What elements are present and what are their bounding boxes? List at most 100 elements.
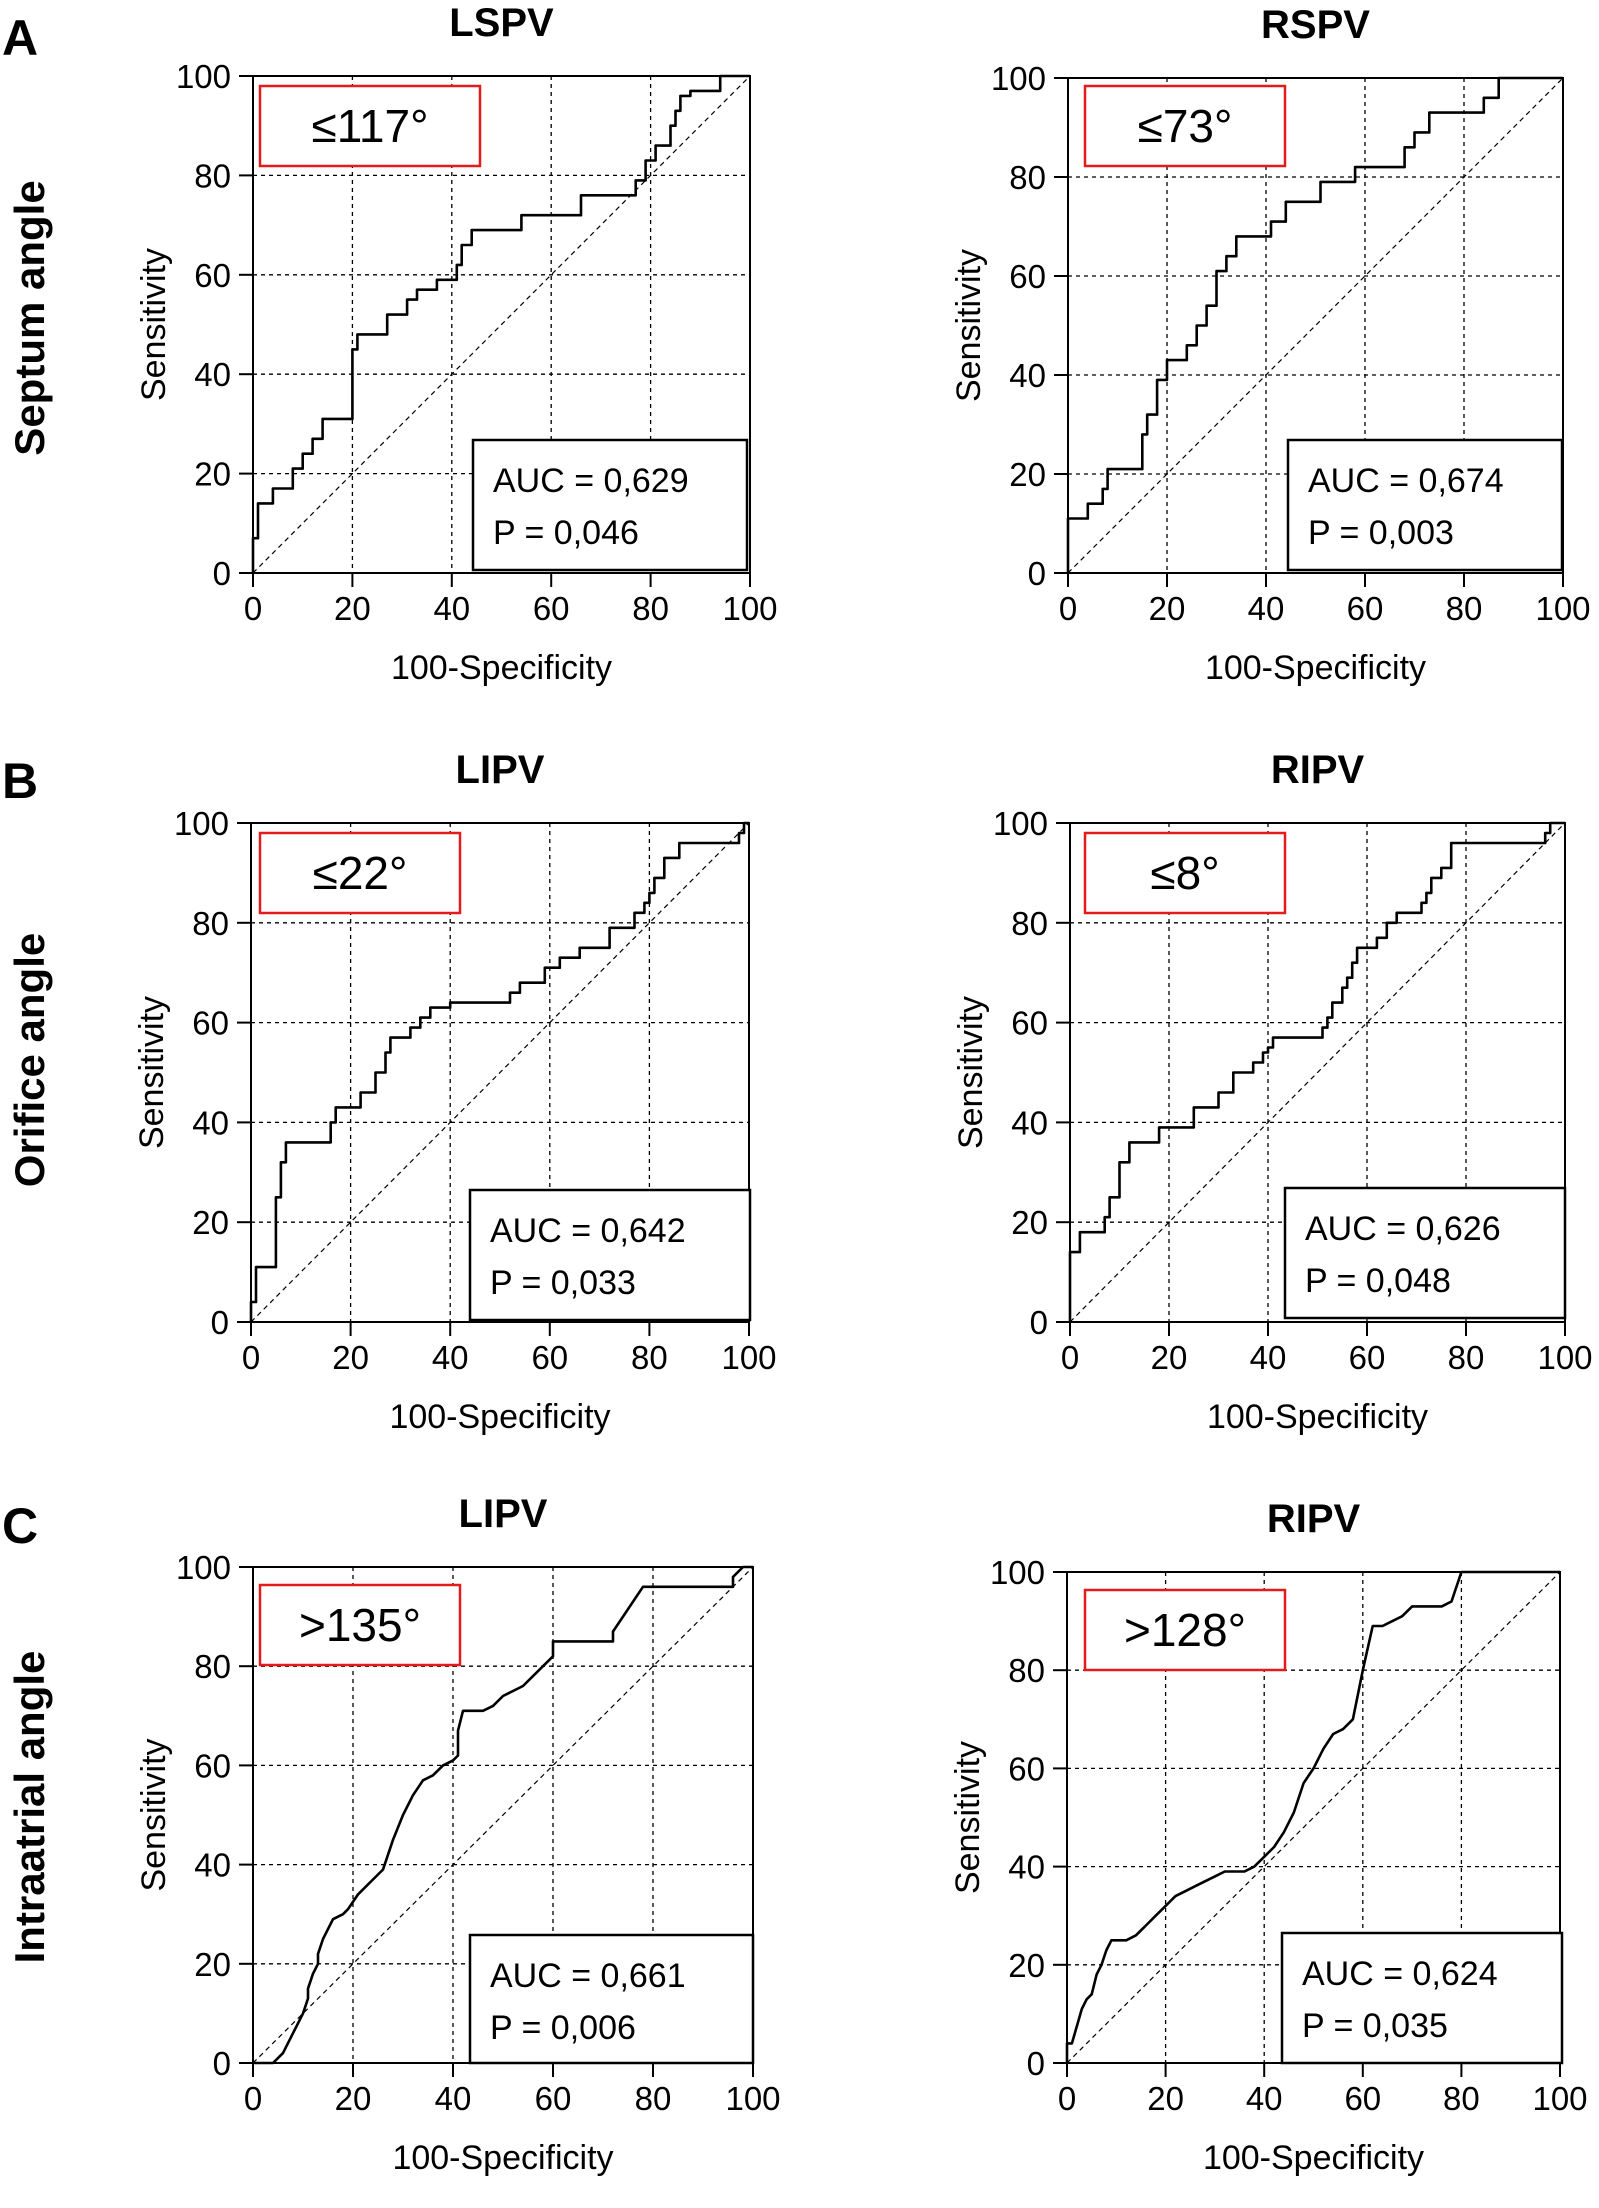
y-tick-label: 80 — [194, 157, 231, 194]
y-axis-label: Sensitivity — [952, 996, 990, 1149]
y-tick-label: 20 — [1008, 1947, 1045, 1984]
y-axis-label: Sensitivity — [135, 248, 173, 401]
x-tick-label: 0 — [244, 2080, 262, 2117]
x-tick-label: 40 — [435, 2080, 472, 2117]
y-tick-label: 20 — [194, 456, 231, 493]
x-tick-label: 20 — [1149, 590, 1186, 627]
y-tick-label: 40 — [1008, 1849, 1045, 1886]
reference-diagonal — [1066, 1571, 1561, 2064]
roc-panel-2: RSPV 0 20 40 60 80 100 0 20 40 60 80 100 100-Specific… — [950, 3, 1591, 687]
panel-letter-a: A — [2, 10, 38, 66]
roc-curve — [251, 74, 750, 573]
plot-frame — [1067, 77, 1564, 574]
roc-curve — [1066, 76, 1563, 573]
x-axis-label: 100-Specificity — [1205, 649, 1426, 687]
reference-diagonal — [252, 1566, 754, 2064]
stats-box — [468, 1188, 752, 1322]
panel-letter-c: C — [2, 1498, 38, 1554]
panels: LSPV 0 20 40 60 80 100 0 20 40 60 80 100 100-Specific… — [133, 1, 1593, 2177]
x-tick-label: 20 — [1151, 1339, 1188, 1376]
x-tick-label: 20 — [1147, 2080, 1184, 2117]
roc-panel-5: LIPV 0 20 40 60 80 100 0 20 40 60 80 100 100-Specific… — [135, 1492, 781, 2177]
x-tick-label: 60 — [533, 590, 570, 627]
y-tick-label: 60 — [192, 1005, 229, 1042]
x-tick-label: 100 — [1537, 1339, 1592, 1376]
y-tick-label: 80 — [192, 905, 229, 942]
chart-title: RIPV — [1267, 1497, 1361, 1541]
stats-box — [471, 438, 749, 572]
x-tick-label: 0 — [1061, 1339, 1079, 1376]
y-tick-label: 0 — [213, 2045, 231, 2082]
cutoff-label: ≤73° — [1138, 100, 1233, 152]
y-tick-label: 40 — [194, 1847, 231, 1884]
y-tick-label: 0 — [211, 1304, 229, 1341]
y-tick-label: 60 — [194, 1747, 231, 1784]
x-axis-label: 100-Specificity — [389, 1398, 610, 1436]
p-value-label: P = 0,033 — [490, 1264, 636, 1302]
stats-box — [468, 1933, 755, 2065]
cutoff-box — [1083, 1588, 1287, 1672]
chart-title: LIPV — [459, 1492, 548, 1536]
panel-letter-b: B — [2, 753, 38, 809]
y-tick-label: 20 — [1011, 1204, 1048, 1241]
chart-title: LIPV — [456, 748, 545, 792]
y-tick-label: 80 — [1008, 1652, 1045, 1689]
stats-box — [1280, 1931, 1564, 2065]
roc-panel-1: LSPV 0 20 40 60 80 100 0 20 40 60 80 100 100-Specific… — [135, 1, 778, 687]
x-tick-label: 80 — [635, 2080, 672, 2117]
cutoff-label: >135° — [299, 1599, 421, 1651]
reference-diagonal — [1069, 822, 1566, 1323]
y-tick-label: 0 — [213, 555, 231, 592]
y-tick-label: 0 — [1027, 2045, 1045, 2082]
y-tick-label: 60 — [1009, 258, 1046, 295]
stats-box — [1286, 438, 1564, 572]
y-tick-label: 20 — [1009, 456, 1046, 493]
p-value-label: P = 0,048 — [1305, 1262, 1451, 1300]
x-tick-label: 20 — [332, 1339, 369, 1376]
x-tick-label: 0 — [1059, 590, 1077, 627]
x-tick-label: 80 — [1443, 2080, 1480, 2117]
cutoff-label: ≤22° — [313, 847, 408, 899]
stats-box — [1283, 1186, 1567, 1320]
y-tick-label: 0 — [1028, 555, 1046, 592]
x-tick-label: 100 — [725, 2080, 780, 2117]
roc-panel-3: LIPV 0 20 40 60 80 100 0 20 40 60 80 100 100-Specific… — [133, 748, 777, 1436]
p-value-label: P = 0,046 — [493, 514, 639, 552]
auc-label: AUC = 0,642 — [490, 1212, 686, 1250]
y-tick-label: 80 — [194, 1648, 231, 1685]
x-tick-label: 100 — [1532, 2080, 1587, 2117]
x-axis-label: 100-Specificity — [1207, 1398, 1428, 1436]
y-tick-label: 100 — [176, 58, 231, 95]
y-tick-label: 40 — [192, 1104, 229, 1141]
roc-curve — [253, 1565, 753, 2065]
cutoff-label: ≤117° — [312, 100, 429, 152]
y-tick-label: 100 — [990, 1554, 1045, 1591]
cutoff-box — [258, 84, 482, 168]
plot-frame — [250, 822, 750, 1323]
y-axis-label: Sensitivity — [949, 1741, 987, 1894]
x-tick-label: 100 — [721, 1339, 776, 1376]
chart-title: LSPV — [449, 1, 554, 45]
plot-frame — [1069, 822, 1566, 1323]
x-axis-label: 100-Specificity — [391, 649, 612, 687]
x-tick-label: 100 — [722, 590, 777, 627]
cutoff-box — [258, 1583, 462, 1667]
y-tick-label: 60 — [1011, 1005, 1048, 1042]
x-tick-label: 80 — [631, 1339, 668, 1376]
cutoff-label: >128° — [1124, 1604, 1246, 1656]
x-tick-label: 20 — [335, 2080, 372, 2117]
y-tick-label: 80 — [1009, 159, 1046, 196]
x-tick-label: 80 — [1448, 1339, 1485, 1376]
y-tick-label: 100 — [176, 1549, 231, 1586]
y-tick-label: 60 — [1008, 1750, 1045, 1787]
cutoff-box — [258, 831, 462, 915]
x-tick-label: 40 — [1248, 590, 1285, 627]
row-label-intraatrial-angle: Intraatrial angle — [6, 1651, 53, 1964]
auc-label: AUC = 0,661 — [490, 1957, 686, 1995]
x-tick-label: 100 — [1535, 590, 1590, 627]
y-tick-label: 100 — [993, 805, 1048, 842]
y-tick-label: 100 — [991, 60, 1046, 97]
cutoff-label: ≤8° — [1150, 847, 1219, 899]
x-tick-label: 40 — [433, 590, 470, 627]
